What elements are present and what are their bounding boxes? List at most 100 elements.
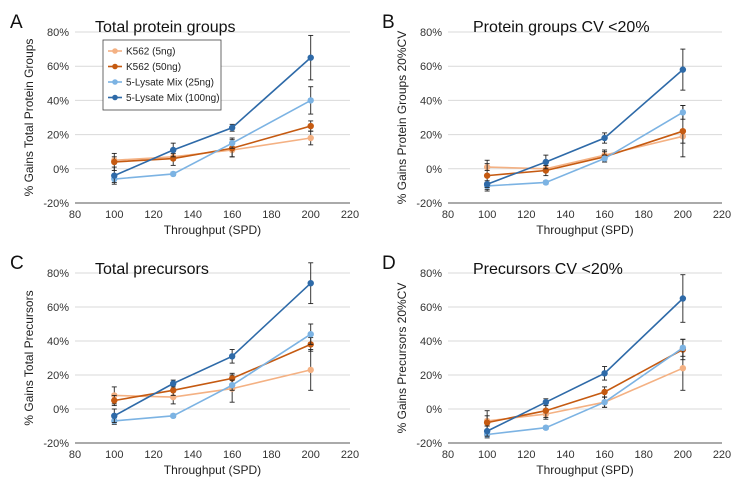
x-tick-label: 80	[69, 449, 81, 461]
data-point	[111, 158, 118, 166]
x-tick-label: 80	[442, 449, 454, 461]
x-tick-label: 120	[517, 209, 535, 221]
x-tick-label: 180	[262, 209, 280, 221]
series-line	[113, 282, 312, 417]
panel-title: Total precursors	[95, 261, 209, 278]
x-tick-label: 200	[674, 449, 692, 461]
y-tick-label: 20%	[47, 130, 69, 142]
y-tick-label: 40%	[47, 95, 69, 107]
y-tick-label: 60%	[420, 61, 442, 73]
y-axis-title: % Gains Total Protein Groups	[22, 39, 36, 197]
data-point	[542, 399, 550, 406]
x-tick-label: 100	[105, 209, 123, 221]
series-line	[487, 347, 684, 436]
series-2	[483, 105, 687, 192]
series-line	[114, 125, 311, 163]
data-point	[228, 353, 236, 360]
x-tick-label: 100	[105, 449, 123, 461]
panel-letter: C	[10, 253, 24, 274]
series-1	[111, 130, 314, 165]
series-line	[114, 333, 312, 422]
data-point	[542, 158, 550, 166]
panel-title: Total protein groups	[95, 19, 236, 36]
x-tick-label: 160	[595, 449, 613, 461]
y-axis-title: % Gains Precursors 20%CV	[395, 283, 409, 434]
x-tick-label: 180	[635, 209, 653, 221]
data-point	[307, 134, 314, 142]
series-line	[113, 57, 312, 177]
y-tick-label: -20%	[43, 198, 69, 210]
data-point	[228, 382, 236, 389]
data-point	[679, 66, 687, 73]
legend-entry: K562 (50ng)	[126, 62, 181, 73]
data-point	[542, 424, 550, 431]
data-point	[679, 344, 687, 351]
chart-panel-a: A -20% 0% 20% 40% 60% 80% 80 100 120 140 160 180 200 2…	[10, 12, 359, 237]
panel-letter: D	[382, 253, 396, 274]
data-point	[170, 387, 177, 394]
y-tick-label: 0%	[53, 164, 69, 176]
panel-title: Precursors CV <20%	[473, 261, 623, 278]
y-tick-label: -20%	[416, 198, 442, 210]
panel-title: Protein groups CV <20%	[473, 19, 650, 36]
series-2	[483, 338, 687, 435]
series-4	[111, 34, 314, 185]
y-tick-label: 40%	[420, 95, 442, 107]
data-point	[228, 139, 236, 147]
data-point	[483, 180, 491, 188]
x-tick-label: 160	[223, 449, 241, 461]
y-tick-label: 80%	[47, 268, 69, 280]
x-tick-label: 160	[595, 209, 613, 221]
y-tick-label: -20%	[416, 438, 442, 450]
legend: K562 (5ng) K562 (50ng) 5-Lysate Mix (25ng)…	[102, 39, 222, 111]
series-line	[114, 343, 312, 402]
data-point	[679, 365, 687, 372]
legend-swatch-marker	[112, 94, 118, 101]
data-point	[111, 412, 118, 419]
x-tick-label: 80	[442, 209, 454, 221]
data-point	[228, 124, 236, 131]
y-tick-label: 0%	[426, 164, 442, 176]
data-point	[483, 427, 491, 435]
data-point	[170, 146, 177, 154]
chart-panel-c: C -20% 0% 20% 40% 60% 80% 80 100 120 140 160 180 200 2…	[10, 253, 359, 477]
series-line	[487, 111, 684, 187]
x-tick-label: 180	[635, 449, 653, 461]
data-point	[170, 170, 177, 178]
series-line	[114, 99, 312, 180]
data-point	[679, 127, 687, 135]
x-axis-title: Throughput (SPD)	[164, 223, 261, 237]
y-tick-label: 60%	[47, 61, 69, 73]
data-point	[483, 172, 491, 179]
data-point	[601, 388, 608, 396]
series-3	[483, 338, 687, 439]
series-2	[111, 337, 314, 407]
data-point	[483, 419, 491, 426]
x-tick-label: 120	[517, 449, 535, 461]
x-tick-label: 80	[69, 209, 81, 221]
data-point	[170, 412, 177, 419]
x-tick-label: 180	[262, 449, 280, 461]
x-tick-label: 140	[184, 449, 202, 461]
data-point	[601, 155, 608, 162]
y-tick-label: 40%	[420, 336, 442, 348]
data-point	[542, 407, 550, 414]
series-line	[114, 369, 311, 398]
legend-entry: 5-Lysate Mix (100ng)	[126, 93, 220, 104]
legend-swatch-marker	[112, 79, 118, 85]
data-point	[307, 366, 314, 374]
y-axis-title: % Gains Total Precursors	[22, 290, 36, 425]
data-point	[307, 331, 314, 338]
panel-letter: A	[10, 12, 23, 33]
series-3	[483, 105, 687, 190]
series-1	[483, 345, 687, 427]
data-point	[111, 397, 118, 404]
series-4	[483, 48, 687, 189]
data-point	[307, 122, 314, 130]
x-axis-title: Throughput (SPD)	[536, 463, 633, 477]
y-tick-label: 20%	[420, 370, 442, 382]
data-point	[679, 109, 687, 116]
chart-panel-b: B -20% 0% 20% 40% 60% 80% 80 100 120 140 160 180 200 2…	[382, 12, 731, 237]
y-tick-label: 20%	[47, 370, 69, 382]
